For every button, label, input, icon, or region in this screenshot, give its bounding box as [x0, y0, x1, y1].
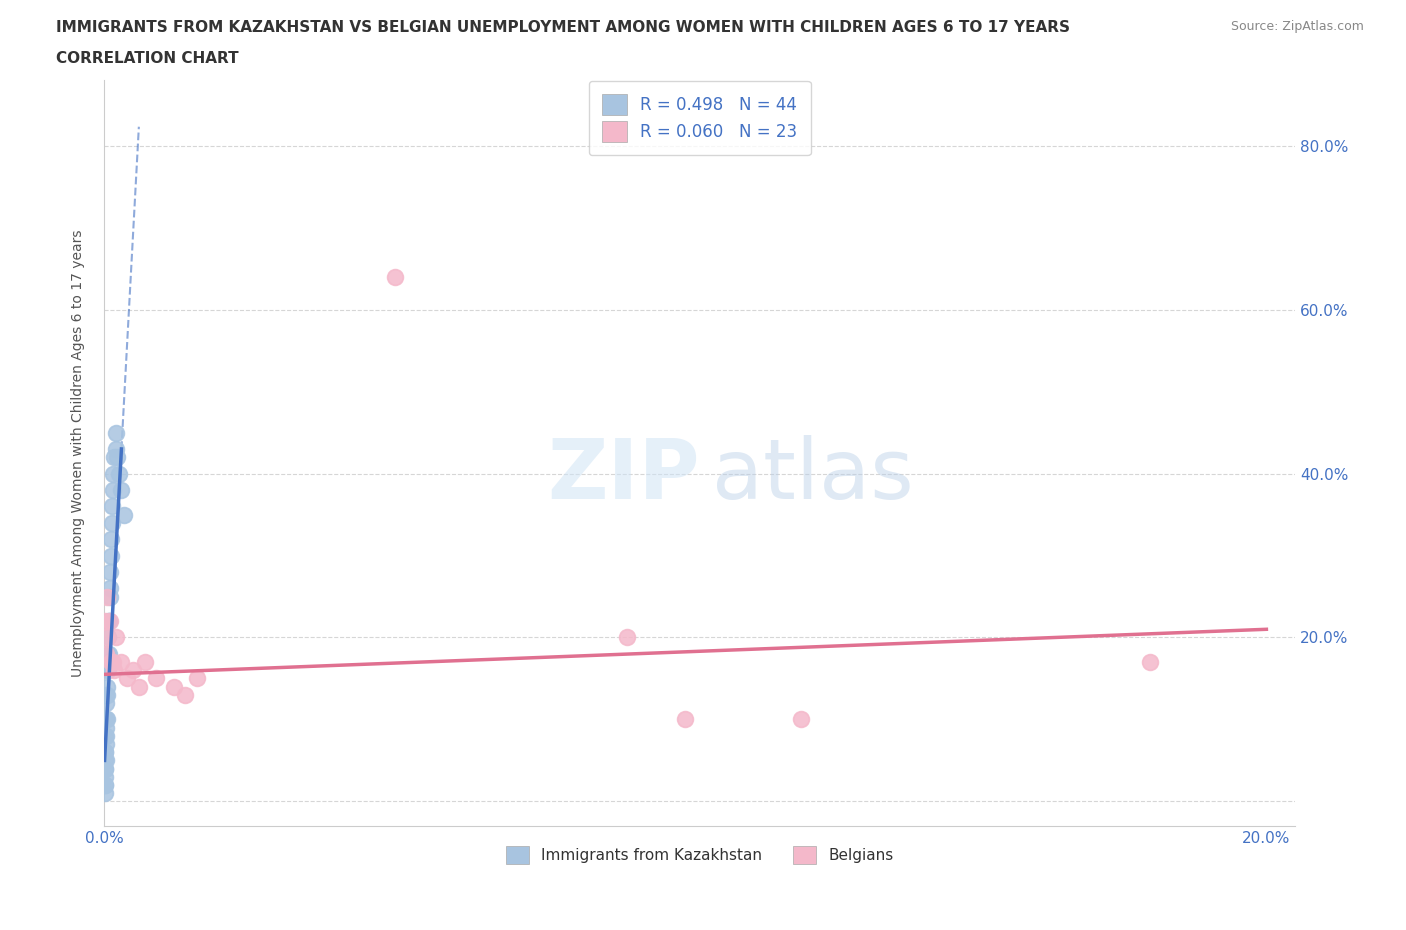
Point: [104, 425, 127, 440]
Point: [105, 450, 128, 465]
Point: [96, 687, 118, 702]
Point: [94, 753, 117, 768]
Point: [98, 614, 121, 629]
Text: IMMIGRANTS FROM KAZAKHSTAN VS BELGIAN UNEMPLOYMENT AMONG WOMEN WITH CHILDREN AGE: IMMIGRANTS FROM KAZAKHSTAN VS BELGIAN UN…: [56, 20, 1070, 35]
Point: [174, 687, 197, 702]
Point: [100, 548, 122, 563]
Point: [96, 630, 118, 644]
Point: [1139, 655, 1161, 670]
Point: [103, 466, 125, 481]
Point: [94, 720, 117, 735]
Point: [97, 630, 120, 644]
Point: [104, 630, 127, 644]
Point: [93, 769, 115, 784]
Point: [186, 671, 208, 686]
Point: [96, 589, 118, 604]
Point: [100, 532, 122, 547]
Point: [94, 646, 117, 661]
Text: CORRELATION CHART: CORRELATION CHART: [56, 51, 239, 66]
Point: [96, 687, 118, 702]
Point: [104, 442, 127, 457]
Point: [98, 589, 121, 604]
Point: [790, 712, 813, 727]
Point: [616, 630, 638, 644]
Point: [384, 270, 406, 285]
Point: [97, 646, 120, 661]
Point: [94, 728, 117, 743]
Point: [96, 712, 118, 727]
Point: [94, 777, 117, 792]
Point: [163, 679, 186, 694]
Point: [93, 786, 115, 801]
Point: [107, 466, 129, 481]
Point: [110, 655, 132, 670]
Point: [94, 761, 117, 776]
Point: [101, 655, 124, 670]
Point: [94, 745, 117, 760]
Text: Source: ZipAtlas.com: Source: ZipAtlas.com: [1230, 20, 1364, 33]
Point: [103, 450, 125, 465]
Point: [96, 663, 118, 678]
Point: [93, 753, 115, 768]
Point: [93, 777, 115, 792]
Point: [96, 728, 118, 743]
Point: [110, 483, 132, 498]
Text: ZIP: ZIP: [547, 435, 700, 516]
Point: [96, 679, 118, 694]
Point: [94, 712, 117, 727]
Point: [94, 737, 117, 751]
Point: [128, 679, 150, 694]
Point: [112, 507, 135, 522]
Text: atlas: atlas: [711, 435, 914, 516]
Point: [100, 655, 122, 670]
Point: [98, 614, 121, 629]
Point: [100, 581, 122, 596]
Point: [94, 614, 117, 629]
Point: [97, 663, 120, 678]
Point: [103, 663, 125, 678]
Point: [101, 498, 124, 513]
Point: [673, 712, 696, 727]
Point: [101, 483, 124, 498]
Point: [96, 712, 118, 727]
Point: [115, 671, 138, 686]
Legend: Immigrants from Kazakhstan, Belgians: Immigrants from Kazakhstan, Belgians: [501, 840, 900, 870]
Point: [93, 745, 115, 760]
Point: [96, 646, 118, 661]
Point: [97, 614, 120, 629]
Y-axis label: Unemployment Among Women with Children Ages 6 to 17 years: Unemployment Among Women with Children A…: [72, 230, 86, 677]
Point: [145, 671, 167, 686]
Point: [100, 515, 122, 530]
Point: [122, 663, 145, 678]
Point: [93, 761, 115, 776]
Point: [98, 565, 121, 579]
Point: [134, 655, 156, 670]
Point: [94, 696, 117, 711]
